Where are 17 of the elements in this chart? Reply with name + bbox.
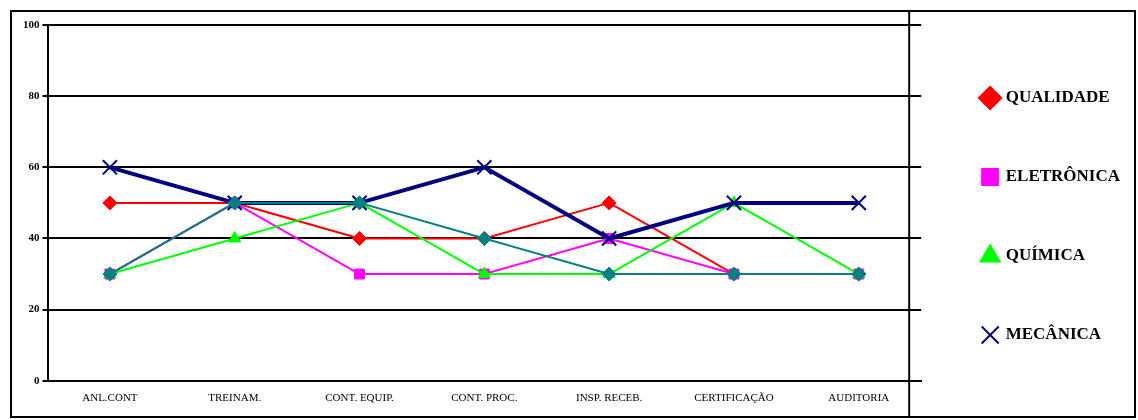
x-tick-label: ANL.CONT — [82, 391, 138, 404]
x-tick-label: CONT. PROC. — [451, 391, 518, 404]
legend-label: QUALIDADE — [1005, 87, 1110, 107]
y-tick-label: 40 — [28, 231, 40, 244]
x-tick-label: TREINAM. — [208, 391, 262, 404]
legend-label: MECÂNICA — [1005, 324, 1102, 344]
y-tick-label: 60 — [28, 160, 40, 173]
x-tick-label: CERTIFICAÇÃO — [694, 391, 774, 404]
x-tick-label: AUDITORIA — [828, 391, 890, 404]
legend-label: ELETRÔNICA — [1005, 166, 1121, 186]
x-tick-label: INSP. RECEB. — [576, 391, 643, 404]
y-tick-label: 80 — [28, 89, 40, 101]
y-tick-label: 0 — [34, 373, 40, 386]
x-tick-label: CONT. EQUIP. — [325, 391, 395, 404]
y-tick-label: 20 — [28, 302, 40, 315]
legend-label: QUÍMICA — [1005, 245, 1086, 265]
y-tick-label: 100 — [23, 17, 40, 30]
